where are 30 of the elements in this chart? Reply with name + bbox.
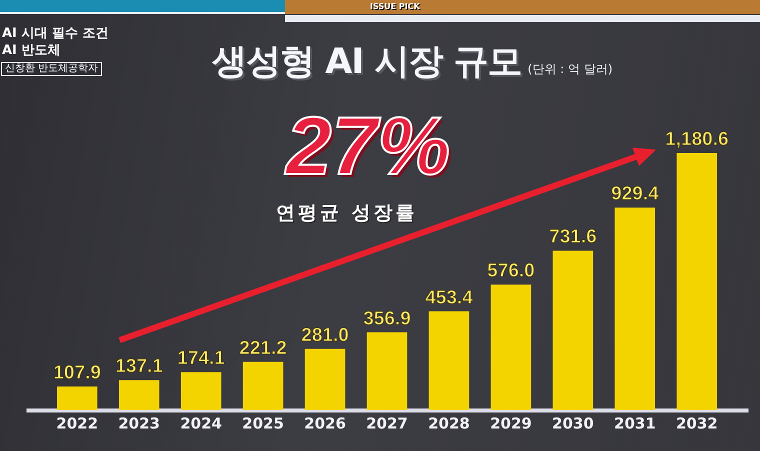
text: 신창환 반도체공학자	[1, 62, 102, 76]
data-label: 453.4	[425, 287, 474, 308]
data-label: 1,180.6	[665, 129, 729, 150]
data-label: 356.9	[363, 308, 411, 330]
x-tick-label: 2027	[366, 414, 408, 432]
x-tick-label: 2028	[428, 414, 470, 432]
chart-title: 생성형 AI 시장 규모	[212, 41, 522, 84]
x-tick-label: 2032	[676, 414, 718, 432]
data-label: 221.2	[239, 338, 287, 359]
data-label: 137.1	[115, 356, 164, 378]
text: AI 반도체	[2, 43, 60, 59]
data-label: 929.4	[611, 184, 660, 205]
x-tick-label: 2029	[490, 414, 532, 432]
data-label: 107.9	[53, 362, 101, 384]
data-label: 731.6	[549, 226, 597, 248]
x-tick-label: 2026	[304, 414, 346, 432]
x-tick-label: 2024	[180, 414, 222, 432]
chart-subtitle: (단위 : 억 달러)	[528, 61, 613, 78]
x-tick-label: 2030	[552, 414, 594, 432]
data-label: 576.0	[487, 260, 535, 282]
text: ISSUE PICK	[370, 2, 420, 12]
data-label: 281.0	[301, 324, 349, 346]
x-tick-label: 2023	[118, 414, 160, 432]
annotation: 27%	[286, 101, 450, 192]
annotation: 연평균 성장률	[276, 202, 418, 225]
data-label: 174.1	[177, 348, 226, 370]
x-tick-label: 2031	[614, 414, 656, 432]
x-tick-label: 2022	[56, 414, 98, 432]
x-tick-label: 2025	[242, 414, 284, 432]
text: AI 시대 필수 조건	[2, 26, 108, 42]
